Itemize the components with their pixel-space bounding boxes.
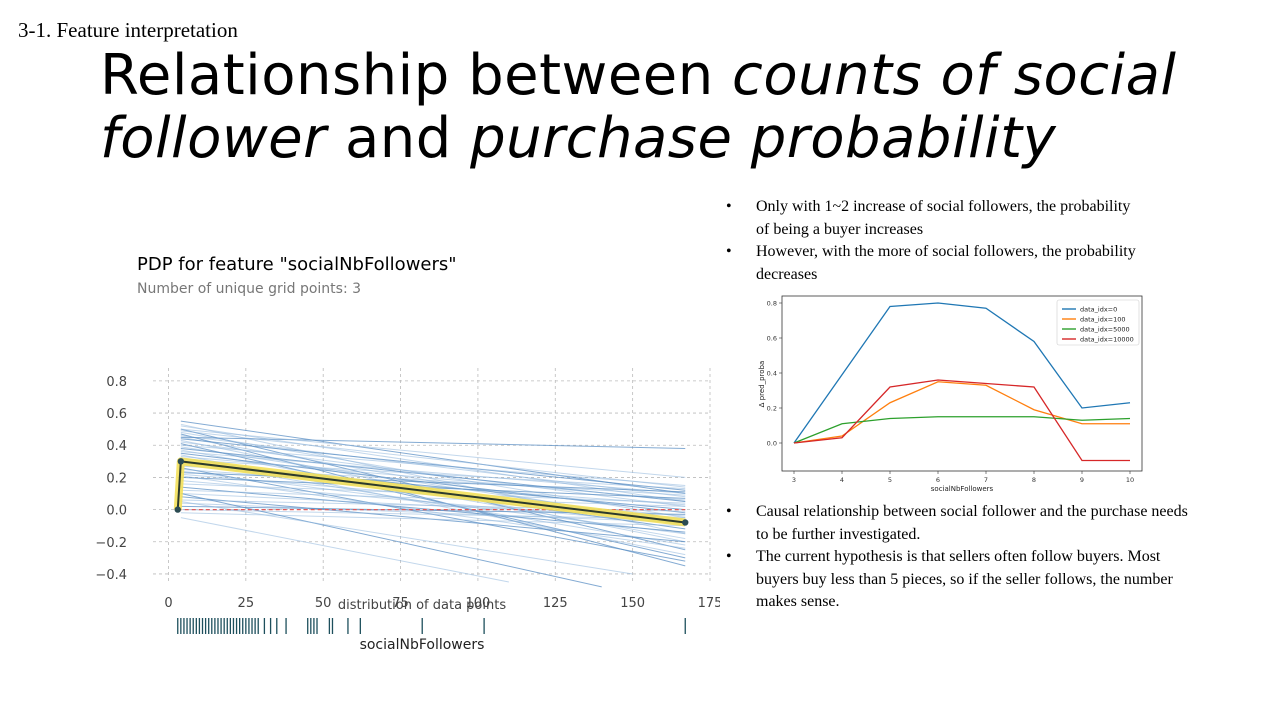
pdp-ice-line <box>180 452 686 514</box>
pdp-ice-line <box>180 433 686 567</box>
pdp-ice-line <box>180 480 686 525</box>
small-x-tick-label: 8 <box>1032 476 1036 484</box>
small-series-line <box>793 379 1130 462</box>
pdp-average-point <box>682 519 689 526</box>
delta-proba-chart: 3 4 5 6 7 8 9 100.00.20.40.60.8 data_idx=0data_… <box>758 295 1143 493</box>
bullet-item: Causal relationship between social follo… <box>726 501 1196 546</box>
pdp-x-tick-label: 75 <box>392 596 409 611</box>
pdp-x-tick-label: 25 <box>238 596 255 611</box>
pdp-average-point <box>174 506 181 513</box>
pdp-ice-line <box>180 501 633 575</box>
title-part-1: Relationship between <box>100 43 733 108</box>
pdp-subtitle: Number of unique grid points: 3 <box>137 281 361 297</box>
bullet-item: However, with the more of social followe… <box>726 241 1146 286</box>
small-legend-label: data_idx=10000 <box>1080 336 1134 344</box>
pdp-ice-line <box>180 472 686 493</box>
small-x-tick-label: 3 <box>792 476 796 484</box>
pdp-y-tick-label: 0.6 <box>106 407 127 422</box>
pdp-x-tick-label: 125 <box>543 596 568 611</box>
pdp-y-tick-label: −0.2 <box>95 536 127 551</box>
small-y-tick-label: 0.4 <box>767 370 777 378</box>
pdp-x-tick-label: 175 <box>698 596 720 611</box>
pdp-ice-line <box>180 517 509 583</box>
title-part-3: follower <box>100 106 327 171</box>
slide-title: Relationship between counts of social fol… <box>100 44 1200 170</box>
pdp-ice-line <box>180 451 686 495</box>
pdp-x-axis-label: socialNbFollowers <box>360 637 485 653</box>
small-x-tick-label: 6 <box>936 476 940 484</box>
pdp-rug <box>177 618 686 634</box>
pdp-tick-labels: 0 25 50 75 100 125 150 175 −0.4 −0.2 0.0 0.2 0.4 0.6 0… <box>95 375 720 611</box>
pdp-ice-line <box>180 436 686 449</box>
pdp-x-tick-label: 100 <box>466 596 491 611</box>
pdp-average-line <box>173 457 689 527</box>
pdp-x-tick-label: 50 <box>315 596 332 611</box>
pdp-ice-line <box>180 502 686 523</box>
pdp-y-tick-label: 0.2 <box>106 471 127 486</box>
bullet-item: Only with 1~2 increase of social followe… <box>726 196 1146 241</box>
small-x-tick-label: 4 <box>840 476 844 484</box>
pdp-ice-line <box>180 509 686 520</box>
small-y-axis-label: Δ pred_proba <box>758 361 766 408</box>
bullets-bottom: Causal relationship between social follo… <box>726 501 1196 614</box>
small-x-tick-label: 5 <box>888 476 892 484</box>
pdp-y-tick-label: −0.4 <box>95 568 127 583</box>
small-legend: data_idx=0 data_idx=100 data_idx=5000 data_… <box>1056 299 1140 346</box>
bullet-item: The current hypothesis is that sellers o… <box>726 546 1196 614</box>
pdp-ice-line <box>180 430 686 488</box>
pdp-ice-line <box>180 489 686 507</box>
small-y-tick-label: 0.8 <box>767 300 777 308</box>
small-series-line <box>793 302 1131 444</box>
small-tick-labels: 3 4 5 6 7 8 9 10 0.0 0.2 0.4 0.6 0.8 <box>767 300 1134 485</box>
bullets-top: Only with 1~2 increase of social followe… <box>726 196 1146 286</box>
pdp-title: PDP for feature "socialNbFollowers" <box>137 254 457 275</box>
title-part-2: counts of social <box>732 43 1177 108</box>
small-x-tick-label: 9 <box>1080 476 1084 484</box>
pdp-ice-line <box>180 455 686 501</box>
small-legend-label: data_idx=100 <box>1080 316 1126 324</box>
title-part-4: and <box>326 106 471 171</box>
small-x-tick-label: 10 <box>1126 476 1134 484</box>
pdp-ice-line <box>180 428 686 478</box>
small-y-tick-label: 0.0 <box>767 440 777 448</box>
pdp-ice-line <box>180 444 686 486</box>
title-part-5: purchase probability <box>470 106 1057 171</box>
small-series-line <box>793 381 1130 444</box>
section-heading: 3-1. Feature interpretation <box>18 18 238 42</box>
pdp-ice-lines <box>180 420 686 588</box>
small-legend-box <box>1056 299 1140 346</box>
pdp-x-tick-label: 150 <box>620 596 645 611</box>
pdp-distribution-label: distribution of data points <box>338 598 506 613</box>
small-legend-label: data_idx=0 <box>1080 306 1117 314</box>
pdp-ice-line <box>180 438 686 491</box>
small-legend-label: data_idx=5000 <box>1080 326 1130 334</box>
pdp-x-tick-label: 0 <box>164 596 172 611</box>
pdp-average-point <box>177 458 185 465</box>
pdp-y-tick-label: 0.0 <box>106 504 127 519</box>
small-series-lines <box>793 302 1131 462</box>
pdp-y-tick-label: 0.4 <box>106 439 127 454</box>
pdp-chart: PDP for feature "socialNbFollowers" Numb… <box>95 254 720 653</box>
pdp-ice-line <box>180 443 686 559</box>
small-x-tick-label: 7 <box>984 476 988 484</box>
small-y-tick-label: 0.6 <box>767 335 777 343</box>
small-y-tick-label: 0.2 <box>767 405 777 413</box>
pdp-y-tick-label: 0.8 <box>106 375 127 390</box>
small-series-line <box>793 416 1131 444</box>
small-x-axis-label: socialNbFollowers <box>931 485 994 493</box>
pdp-ice-line <box>180 459 686 490</box>
